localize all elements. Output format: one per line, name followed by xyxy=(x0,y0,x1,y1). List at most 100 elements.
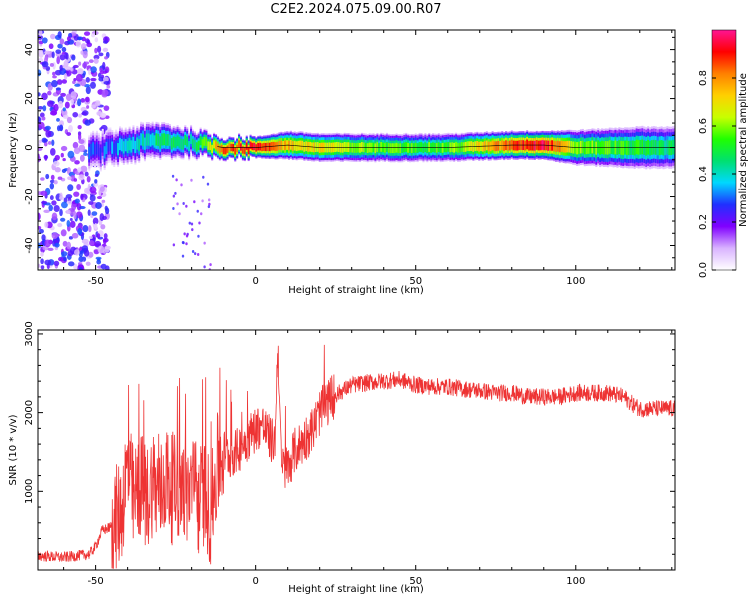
ridge-cell xyxy=(216,143,219,152)
spectrogram-y-tick-label: 40 xyxy=(24,43,35,56)
noise-cell xyxy=(57,223,63,228)
ridge-cell xyxy=(222,146,225,155)
noise-cell xyxy=(75,73,83,82)
noise-cell xyxy=(82,50,88,59)
ridge-cell xyxy=(165,134,168,146)
noise-cell xyxy=(73,77,77,82)
noise-cell xyxy=(88,240,95,246)
noise-cell xyxy=(103,80,110,85)
noise-cell xyxy=(85,96,90,103)
ridge-cell xyxy=(566,140,569,153)
ridge-cell xyxy=(347,142,350,153)
noise-cell xyxy=(185,234,189,238)
noise-cell xyxy=(84,119,91,126)
ridge-cell xyxy=(418,142,421,152)
noise-cell xyxy=(53,103,59,112)
noise-cell xyxy=(106,84,111,89)
noise-cell xyxy=(71,202,77,211)
noise-cell xyxy=(191,250,195,254)
noise-cell xyxy=(207,205,211,209)
ridge-cell xyxy=(251,142,254,151)
ridge-cell xyxy=(90,143,93,157)
noise-cell xyxy=(67,150,75,159)
noise-cell xyxy=(44,125,51,131)
noise-cell xyxy=(73,211,77,220)
ridge-cell xyxy=(138,139,141,152)
snr-y-tick-label: 3000 xyxy=(24,321,35,346)
noise-cell xyxy=(76,184,82,191)
noise-cell xyxy=(79,154,85,162)
noise-cell xyxy=(87,209,91,216)
ridge-cell xyxy=(218,145,221,154)
ridge-cell xyxy=(576,142,579,155)
ridge-cell xyxy=(170,138,173,150)
noise-cell xyxy=(73,263,78,270)
ridge-cell xyxy=(466,141,469,152)
ridge-cell xyxy=(420,142,423,152)
noise-cell xyxy=(181,240,185,244)
noise-cell xyxy=(53,204,60,213)
noise-cell xyxy=(42,105,47,112)
snr-x-tick-label: 100 xyxy=(566,576,585,587)
noise-cell xyxy=(40,265,45,270)
ridge-cell xyxy=(610,140,613,155)
noise-cell xyxy=(40,258,44,265)
noise-cell xyxy=(47,141,52,145)
noise-cell xyxy=(56,56,61,65)
noise-cell xyxy=(84,171,89,177)
ridge-cell xyxy=(472,142,475,152)
noise-cell xyxy=(66,241,72,250)
ridge-cell xyxy=(184,134,187,146)
ridge-cell xyxy=(132,136,135,149)
noise-cell xyxy=(62,240,68,247)
noise-cell xyxy=(172,194,176,198)
noise-cell xyxy=(38,228,44,234)
noise-cell xyxy=(95,201,102,210)
noise-cell xyxy=(73,178,78,182)
noise-cell xyxy=(49,182,55,190)
noise-cell xyxy=(61,168,67,174)
noise-cell xyxy=(101,89,109,96)
noise-cell xyxy=(48,43,54,50)
ridge-cell xyxy=(501,140,504,151)
noise-cell xyxy=(45,173,50,180)
noise-cell xyxy=(180,183,183,187)
ridge-cell xyxy=(99,147,102,160)
ridge-cell xyxy=(385,142,388,152)
ridge-cell xyxy=(416,143,419,153)
noise-cell xyxy=(97,45,102,53)
ridge-cell xyxy=(122,141,125,154)
noise-cell xyxy=(103,105,110,111)
ridge-cell xyxy=(145,133,148,146)
spectrogram-panel: -50 0 50 100 -40 -20 0 20 40 Height of straight … xyxy=(8,29,676,296)
ridge-cell xyxy=(280,140,283,150)
noise-cell xyxy=(51,51,55,59)
noise-cell xyxy=(185,242,188,246)
ridge-cell xyxy=(558,141,561,153)
ridge-cell xyxy=(457,142,460,153)
ridge-cell xyxy=(161,133,164,146)
noise-cell xyxy=(206,182,210,186)
ridge-cell xyxy=(662,140,665,156)
noise-cell xyxy=(172,243,176,247)
noise-cell xyxy=(88,251,94,258)
ridge-cell xyxy=(337,142,340,152)
ridge-cell xyxy=(295,141,298,152)
ridge-cell xyxy=(334,142,337,153)
ridge-cell xyxy=(142,133,145,147)
ridge-cell xyxy=(639,139,642,155)
noise-cell xyxy=(71,232,79,239)
ridge-cell xyxy=(255,144,258,152)
ridge-cell xyxy=(245,142,248,150)
ridge-cell xyxy=(503,141,506,151)
ridge-cell xyxy=(186,136,189,147)
noise-cell xyxy=(59,192,63,199)
ridge-cell xyxy=(635,139,638,155)
ridge-cell xyxy=(445,142,448,153)
noise-cell xyxy=(56,79,63,85)
ridge-cell xyxy=(247,146,250,155)
ridge-cell xyxy=(178,137,181,148)
noise-cell xyxy=(66,116,73,124)
ridge-cell xyxy=(159,136,162,149)
noise-cell xyxy=(61,46,67,53)
